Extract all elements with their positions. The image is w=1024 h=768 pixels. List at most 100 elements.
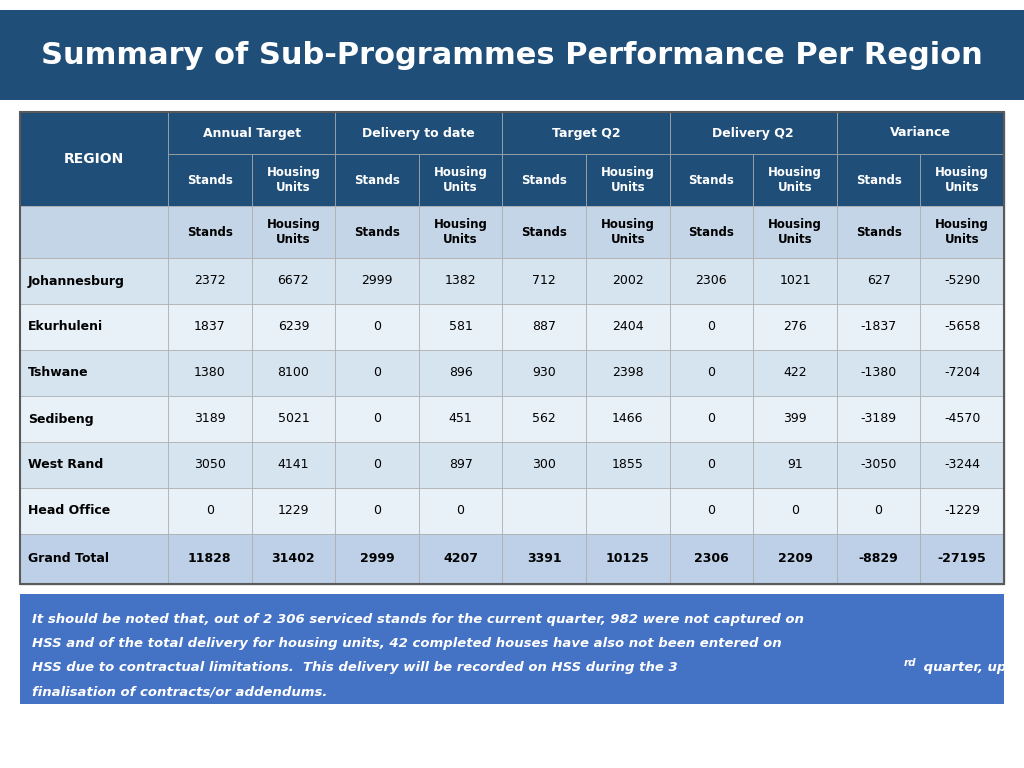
- Bar: [670, 304, 754, 350]
- Bar: [168, 488, 252, 534]
- Text: 4207: 4207: [443, 552, 478, 565]
- Text: 2209: 2209: [777, 552, 812, 565]
- Text: Stands: Stands: [688, 174, 734, 187]
- Text: 2404: 2404: [612, 320, 644, 333]
- Text: -1837: -1837: [860, 320, 897, 333]
- Bar: [503, 112, 670, 154]
- Text: HSS and of the total delivery for housing units, 42 completed houses have also n: HSS and of the total delivery for housin…: [32, 637, 781, 650]
- Bar: [921, 534, 1004, 584]
- Bar: [754, 304, 837, 350]
- Text: 0: 0: [457, 505, 465, 518]
- Bar: [754, 258, 837, 304]
- Text: -3050: -3050: [860, 458, 897, 472]
- Bar: [503, 488, 586, 534]
- Bar: [670, 206, 754, 258]
- Bar: [20, 258, 168, 304]
- Text: 0: 0: [874, 505, 883, 518]
- Bar: [754, 154, 837, 206]
- Bar: [335, 206, 419, 258]
- Text: 2306: 2306: [695, 274, 727, 287]
- Bar: [503, 304, 586, 350]
- Bar: [586, 534, 670, 584]
- Text: Housing
Units: Housing Units: [768, 218, 822, 246]
- Text: 300: 300: [532, 458, 556, 472]
- Text: 2002: 2002: [612, 274, 644, 287]
- Text: Stands: Stands: [856, 226, 901, 239]
- Text: Johannesburg: Johannesburg: [28, 274, 125, 287]
- Text: Housing
Units: Housing Units: [433, 218, 487, 246]
- Text: 0: 0: [708, 366, 716, 379]
- Text: Sedibeng: Sedibeng: [28, 412, 93, 425]
- Bar: [837, 396, 921, 442]
- Text: West Rand: West Rand: [28, 458, 103, 472]
- Text: Stands: Stands: [688, 226, 734, 239]
- Text: REGION: REGION: [63, 152, 124, 166]
- Text: 422: 422: [783, 366, 807, 379]
- Text: 1837: 1837: [194, 320, 225, 333]
- Text: 0: 0: [708, 505, 716, 518]
- Text: Delivery to date: Delivery to date: [362, 127, 475, 140]
- Text: 0: 0: [708, 458, 716, 472]
- Text: It should be noted that, out of 2 306 serviced stands for the current quarter, 9: It should be noted that, out of 2 306 se…: [32, 614, 804, 627]
- Text: Tshwane: Tshwane: [28, 366, 89, 379]
- Bar: [586, 488, 670, 534]
- Text: Summary of Sub-Programmes Performance Per Region: Summary of Sub-Programmes Performance Pe…: [41, 41, 983, 69]
- Text: 11828: 11828: [188, 552, 231, 565]
- Bar: [20, 112, 168, 206]
- Bar: [837, 258, 921, 304]
- Text: Stands: Stands: [186, 174, 232, 187]
- Text: 627: 627: [866, 274, 891, 287]
- Bar: [168, 258, 252, 304]
- Text: Ekurhuleni: Ekurhuleni: [28, 320, 103, 333]
- Bar: [20, 304, 168, 350]
- Text: -3244: -3244: [944, 458, 980, 472]
- Bar: [419, 258, 503, 304]
- Bar: [670, 534, 754, 584]
- Text: 10125: 10125: [606, 552, 649, 565]
- Bar: [837, 154, 921, 206]
- Bar: [252, 396, 335, 442]
- Text: 930: 930: [532, 366, 556, 379]
- Text: 276: 276: [783, 320, 807, 333]
- Bar: [168, 442, 252, 488]
- Text: Target Q2: Target Q2: [552, 127, 621, 140]
- Bar: [837, 206, 921, 258]
- Text: Stands: Stands: [856, 174, 901, 187]
- Text: 0: 0: [206, 505, 214, 518]
- Bar: [20, 206, 168, 258]
- Text: 6672: 6672: [278, 274, 309, 287]
- Text: Housing
Units: Housing Units: [935, 166, 989, 194]
- Text: 2999: 2999: [359, 552, 394, 565]
- Text: HSS due to contractual limitations.  This delivery will be recorded on HSS durin: HSS due to contractual limitations. This…: [32, 661, 678, 674]
- Text: 3050: 3050: [194, 458, 225, 472]
- Bar: [503, 154, 586, 206]
- Bar: [419, 396, 503, 442]
- Text: 0: 0: [373, 505, 381, 518]
- Bar: [503, 534, 586, 584]
- Bar: [419, 206, 503, 258]
- Text: 3189: 3189: [194, 412, 225, 425]
- Text: Stands: Stands: [354, 226, 400, 239]
- Text: 2398: 2398: [612, 366, 644, 379]
- Bar: [20, 442, 168, 488]
- Text: 0: 0: [791, 505, 799, 518]
- Bar: [335, 154, 419, 206]
- Bar: [503, 258, 586, 304]
- Bar: [252, 206, 335, 258]
- Text: 0: 0: [708, 320, 716, 333]
- Text: -3189: -3189: [860, 412, 897, 425]
- Bar: [921, 442, 1004, 488]
- Bar: [252, 304, 335, 350]
- Bar: [20, 594, 1004, 704]
- Bar: [754, 396, 837, 442]
- Text: 0: 0: [373, 412, 381, 425]
- Bar: [586, 258, 670, 304]
- Bar: [754, 206, 837, 258]
- Bar: [335, 488, 419, 534]
- Text: 1855: 1855: [612, 458, 644, 472]
- Bar: [20, 112, 1004, 584]
- Text: 562: 562: [532, 412, 556, 425]
- Bar: [586, 304, 670, 350]
- Bar: [586, 442, 670, 488]
- Bar: [837, 488, 921, 534]
